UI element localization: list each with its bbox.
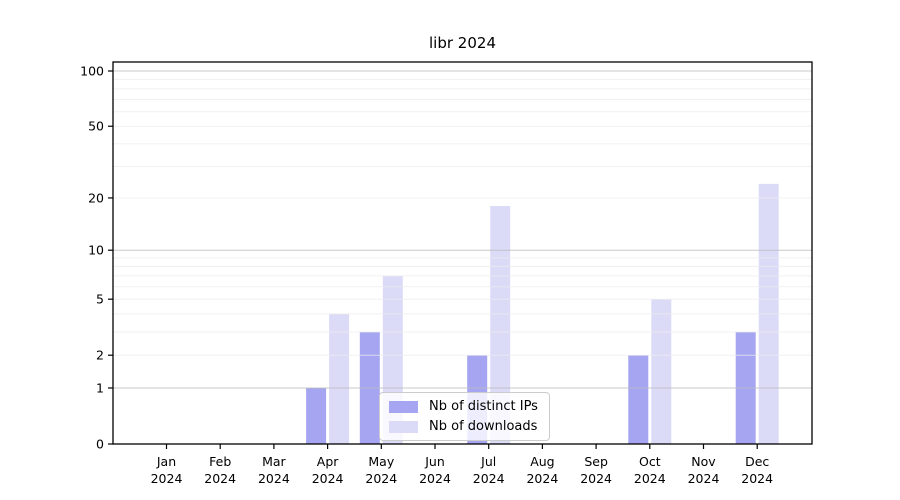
x-tick-label-year: 2024 [634,471,666,486]
x-tick-label-month: Feb [209,454,231,469]
legend-label-downloads: Nb of downloads [429,419,538,434]
x-tick-label-month: May [368,454,394,469]
legend-swatch-distinct-ips [389,400,418,413]
legend-item-downloads: Nb of downloads [389,420,538,433]
legend-label-distinct-ips: Nb of distinct IPs [429,399,538,414]
x-tick-label-month: Sep [584,454,608,469]
x-tick-label-year: 2024 [741,471,773,486]
x-tick-label-year: 2024 [312,471,344,486]
x-tick-label-year: 2024 [688,471,720,486]
legend-item-distinct-ips: Nb of distinct IPs [389,400,538,413]
bar-distinct-ips-oct [628,355,649,444]
y-tick-label: 2 [96,348,104,363]
x-tick-label-month: Mar [262,454,286,469]
x-tick-label-year: 2024 [419,471,451,486]
x-tick-label-month: Apr [317,454,339,469]
chart-title: libr 2024 [429,34,496,52]
y-tick-label: 10 [88,243,104,258]
x-tick-label-year: 2024 [580,471,612,486]
bar-downloads-apr [329,313,350,444]
x-tick-label-year: 2024 [526,471,558,486]
bar-downloads-oct [651,299,672,444]
x-tick-label-month: Nov [691,454,716,469]
x-tick-label-month: Jul [480,454,496,469]
y-tick-label: 1 [96,380,104,395]
x-tick-label-year: 2024 [473,471,505,486]
x-tick-label-year: 2024 [258,471,290,486]
x-tick-label-month: Jan [156,454,176,469]
y-tick-label: 20 [88,190,104,205]
x-tick-label-month: Oct [639,454,661,469]
x-tick-label-month: Aug [530,454,554,469]
bar-downloads-jul [490,206,511,444]
y-tick-label: 100 [80,64,104,79]
x-tick-label-year: 2024 [365,471,397,486]
x-tick-label-month: Jun [424,454,445,469]
bar-distinct-ips-apr [306,387,327,444]
x-tick-label-year: 2024 [151,471,183,486]
plot-frame [112,61,813,445]
x-tick-label-year: 2024 [204,471,236,486]
x-tick-label-month: Dec [745,454,769,469]
y-tick-label: 5 [96,292,104,307]
legend-swatch-downloads [389,420,418,433]
legend: Nb of distinct IPs Nb of downloads [379,392,550,441]
y-tick-label: 0 [96,437,104,452]
y-tick-label: 50 [88,119,104,134]
